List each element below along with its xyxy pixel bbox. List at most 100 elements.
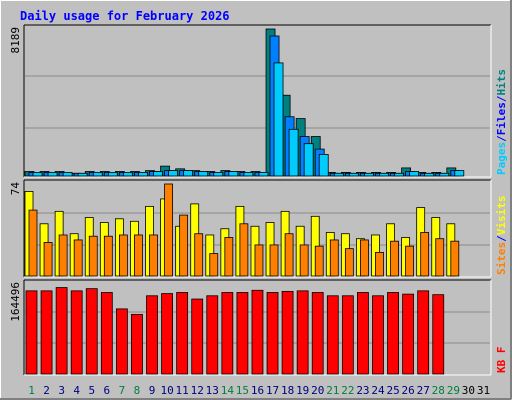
bar-sites-day-14 xyxy=(224,237,234,277)
bar-sites-day-11 xyxy=(179,214,189,277)
x-tick-day: 9 xyxy=(149,384,156,397)
x-tick-day: 1 xyxy=(28,384,35,397)
bar-sites-day-25 xyxy=(390,240,399,277)
bar-kb-f-day-1 xyxy=(25,290,38,375)
bar-kb-f-day-27 xyxy=(417,290,430,375)
bar-sites-day-15 xyxy=(239,223,249,277)
bar-kb-f-day-22 xyxy=(341,295,354,375)
bar-pages-day-6 xyxy=(107,172,118,177)
bar-pages-day-9 xyxy=(153,171,163,177)
bar-kb-f-day-7 xyxy=(115,308,128,375)
bar-pages-day-18 xyxy=(288,128,299,177)
x-tick-day: 3 xyxy=(58,384,65,397)
x-tick-day: 28 xyxy=(432,384,445,397)
bar-pages-day-5 xyxy=(92,172,103,177)
bar-pages-day-12 xyxy=(198,171,209,177)
bar-sites-day-19 xyxy=(299,244,309,277)
bar-kb-f-day-19 xyxy=(296,290,309,375)
legend-entry: Visits xyxy=(495,196,508,236)
panel-hits-files-pages-area xyxy=(24,25,491,177)
bar-kb-f-day-10 xyxy=(161,293,173,375)
panel-hits-files-pages-ymax-label: 8189 xyxy=(9,27,22,54)
bar-pages-day-29 xyxy=(454,170,465,177)
bar-sites-day-10 xyxy=(164,183,173,277)
bar-sites-day-24 xyxy=(375,251,384,277)
bar-pages-day-17 xyxy=(273,62,284,177)
bar-pages-day-24 xyxy=(379,172,389,177)
bar-sites-day-12 xyxy=(194,233,204,277)
bar-kb-f-day-20 xyxy=(311,292,324,375)
bar-sites-day-21 xyxy=(329,239,339,277)
bar-pages-day-21 xyxy=(333,172,344,177)
legend-entry: / xyxy=(495,95,508,102)
bar-sites-day-7 xyxy=(118,234,128,277)
bar-kb-f-day-14 xyxy=(221,292,234,375)
bar-sites-day-16 xyxy=(254,244,264,277)
bar-kb-f-day-3 xyxy=(55,287,68,375)
legend-entry: Sites xyxy=(495,242,508,275)
legend-entry: KB F xyxy=(495,347,508,374)
x-tick-day: 16 xyxy=(251,384,264,397)
x-tick-day: 11 xyxy=(176,384,189,397)
bar-kb-f-day-4 xyxy=(70,290,83,375)
x-tick-day: 4 xyxy=(73,384,80,397)
bar-pages-day-25 xyxy=(394,172,404,177)
x-tick-day: 24 xyxy=(371,384,385,397)
x-tick-day: 23 xyxy=(356,384,369,397)
bar-sites-day-6 xyxy=(103,235,113,277)
bar-sites-day-1 xyxy=(28,209,38,277)
bar-sites-day-22 xyxy=(344,248,354,277)
bar-pages-day-7 xyxy=(122,172,133,177)
panel-visits-sites-ymax-label: 74 xyxy=(9,182,22,196)
bar-sites-day-17 xyxy=(269,244,279,277)
bar-sites-day-29 xyxy=(450,240,460,277)
legend-entry: Files xyxy=(495,102,508,135)
bar-kb-f-day-24 xyxy=(372,295,384,375)
x-tick-day: 30 xyxy=(462,384,475,397)
bar-sites-day-2 xyxy=(43,242,53,277)
bar-pages-day-20 xyxy=(318,154,329,177)
bar-pages-day-26 xyxy=(409,171,420,177)
bar-kb-f-day-5 xyxy=(85,288,98,375)
bar-kb-f-day-8 xyxy=(131,313,143,375)
x-tick-day: 21 xyxy=(326,384,339,397)
x-tick-day: 8 xyxy=(134,384,141,397)
bar-sites-day-20 xyxy=(314,245,324,277)
x-tick-day: 26 xyxy=(402,384,415,397)
bar-pages-day-16 xyxy=(258,172,269,177)
panel-kbytes-legend: KB F xyxy=(495,347,508,374)
panel-hits-files-pages-legend: Pages/Files/Hits xyxy=(495,69,508,175)
x-tick-day: 12 xyxy=(191,384,204,397)
bar-pages-day-10 xyxy=(168,170,178,177)
bar-pages-day-3 xyxy=(62,172,73,177)
x-tick-day: 31 xyxy=(477,384,490,397)
x-tick-day: 22 xyxy=(341,384,354,397)
bar-pages-day-28 xyxy=(439,172,450,177)
bar-pages-day-4 xyxy=(77,172,88,177)
bar-pages-day-19 xyxy=(303,143,314,177)
bar-kb-f-day-23 xyxy=(357,292,369,375)
x-tick-day: 6 xyxy=(104,384,111,397)
bar-kb-f-day-16 xyxy=(251,289,264,375)
x-tick-day: 15 xyxy=(236,384,249,397)
bar-sites-day-26 xyxy=(405,245,415,277)
bar-kb-f-day-11 xyxy=(176,292,189,375)
x-tick-day: 20 xyxy=(311,384,324,397)
bar-kb-f-day-28 xyxy=(432,294,445,375)
x-tick-day: 19 xyxy=(296,384,309,397)
bar-pages-day-23 xyxy=(364,172,374,177)
bar-kb-f-day-17 xyxy=(266,292,279,375)
bar-pages-day-2 xyxy=(47,172,58,177)
chart-title: Daily usage for February 2026 xyxy=(20,9,230,23)
bar-pages-day-15 xyxy=(243,172,254,177)
bar-sites-day-5 xyxy=(88,235,98,277)
x-tick-day: 14 xyxy=(221,384,235,397)
bar-sites-day-27 xyxy=(420,232,430,277)
bar-sites-day-13 xyxy=(209,253,219,277)
bar-sites-day-3 xyxy=(58,234,68,277)
bar-kb-f-day-13 xyxy=(206,295,219,375)
x-tick-day: 18 xyxy=(281,384,294,397)
bar-sites-day-18 xyxy=(284,233,294,277)
